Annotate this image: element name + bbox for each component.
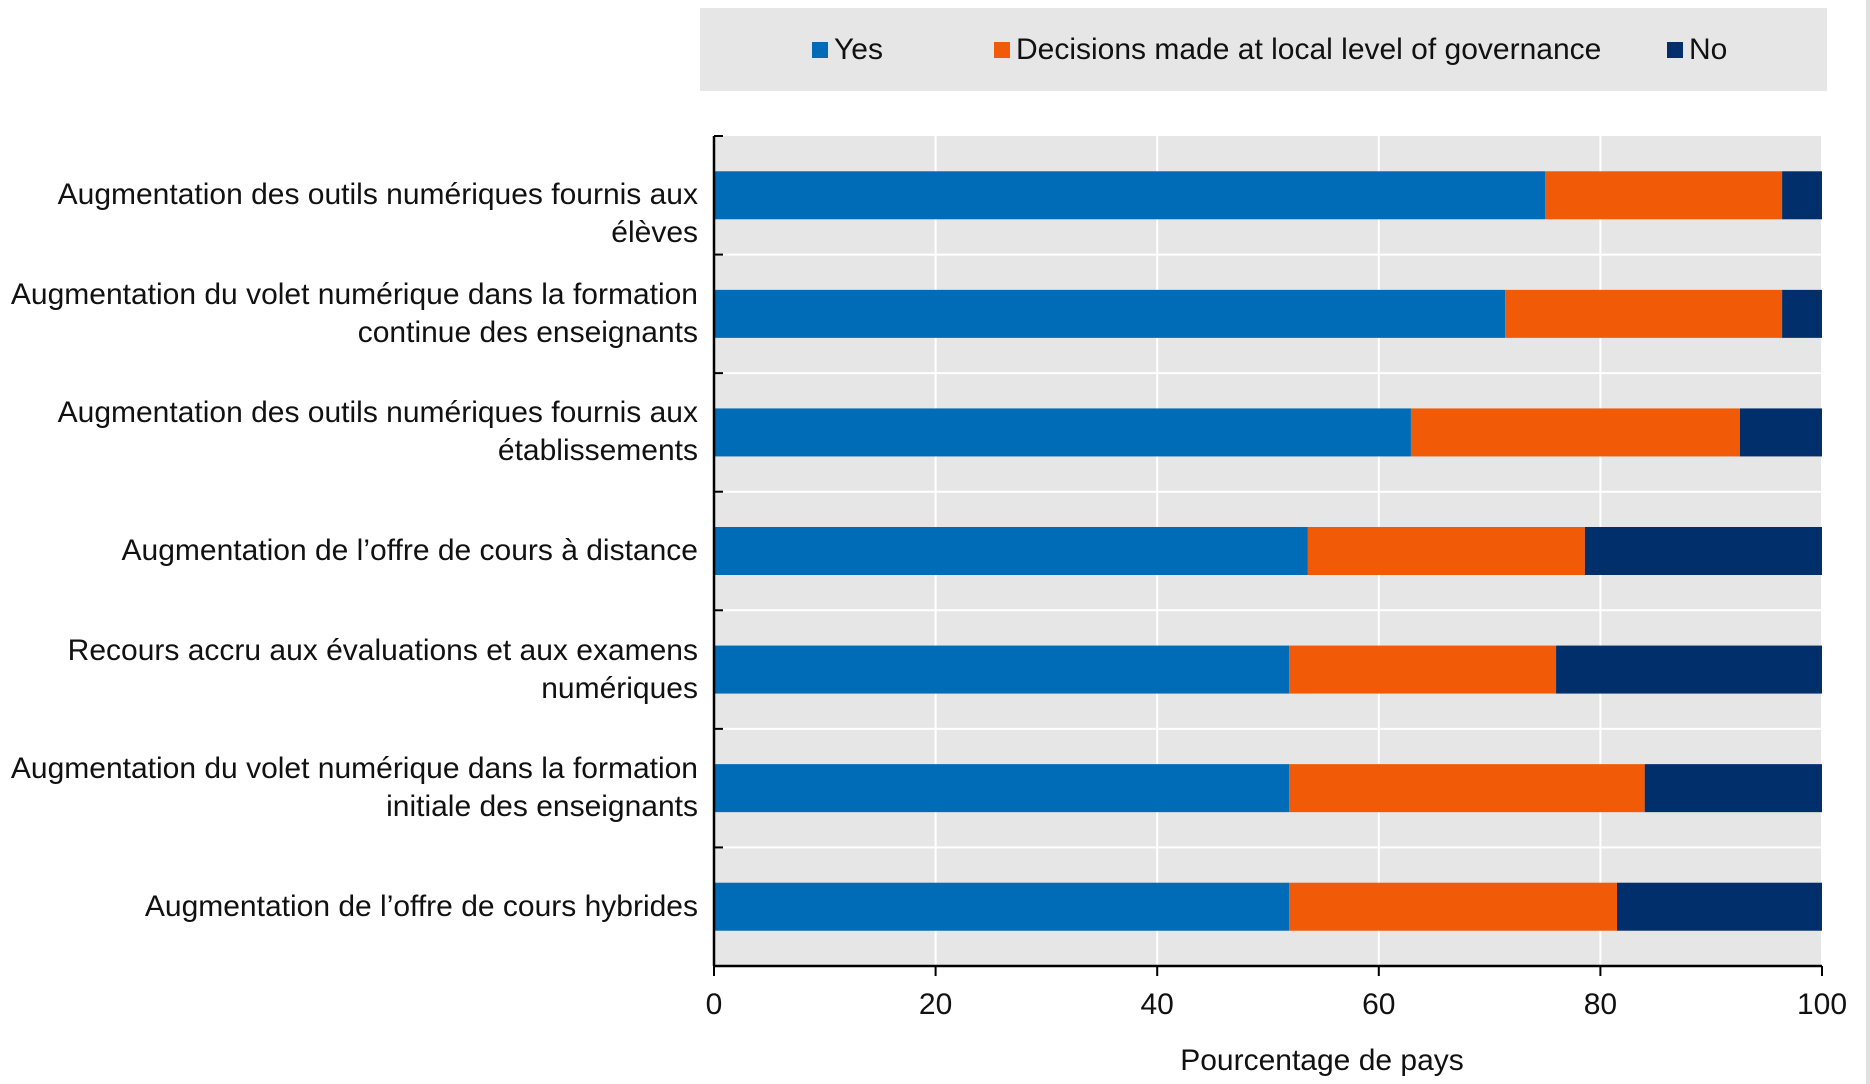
bar-local-2 — [1505, 289, 1783, 338]
legend-label-yes: Yes — [834, 32, 883, 66]
category-label-line: établissements — [497, 434, 698, 468]
x-tick-label-40: 40 — [1140, 988, 1174, 1021]
legend-label-no: No — [1689, 32, 1728, 66]
x-tick-label-0: 0 — [705, 988, 723, 1021]
bar-yes-3 — [714, 408, 1411, 457]
bar-no-4 — [1584, 527, 1822, 575]
category-label-7: Augmentation de l’offre de cours hybride… — [8, 888, 698, 926]
category-label-line: Augmentation des outils numériques fourn… — [57, 396, 698, 430]
bar-no-5 — [1556, 645, 1822, 694]
category-label-line: numériques — [541, 671, 698, 705]
x-tick-label-20: 20 — [918, 988, 953, 1021]
legend-label-local: Decisions made at local level of governa… — [1016, 32, 1602, 66]
legend: Yes Decisions made at local level of gov… — [700, 8, 1827, 91]
bar-local-7 — [1289, 882, 1618, 931]
x-tick-label-60: 60 — [1362, 988, 1396, 1021]
legend-item-yes: Yes — [812, 8, 883, 91]
bar-yes-5 — [714, 645, 1290, 694]
category-label-line: Recours accru aux évaluations et aux exa… — [67, 633, 698, 667]
category-label-line: Augmentation du volet numérique dans la … — [10, 277, 698, 311]
category-label-line: Augmentation du volet numérique dans la … — [10, 752, 698, 786]
bar-yes-2 — [714, 289, 1506, 338]
category-label-line: continue des enseignants — [357, 315, 698, 349]
category-label-line: Augmentation des outils numériques fourn… — [57, 178, 698, 250]
legend-swatch-yes — [812, 41, 828, 58]
bar-yes-7 — [714, 882, 1290, 931]
bar-local-3 — [1410, 408, 1741, 457]
category-label-line: Augmentation de l’offre de cours hybride… — [144, 889, 698, 923]
bar-yes-4 — [714, 527, 1308, 575]
legend-item-no: No — [1667, 8, 1727, 91]
bar-no-6 — [1644, 764, 1822, 813]
legend-swatch-local — [994, 41, 1010, 58]
bar-local-1 — [1545, 171, 1783, 220]
bar-local-6 — [1289, 764, 1645, 813]
bar-no-1 — [1782, 171, 1822, 220]
category-label-2: Augmentation du volet numérique dans la … — [8, 276, 698, 352]
page-edge — [1866, 0, 1870, 1084]
bar-no-2 — [1782, 289, 1822, 338]
category-label-3: Augmentation des outils numériques fourn… — [8, 394, 698, 470]
category-label-5: Recours accru aux évaluations et aux exa… — [8, 632, 698, 708]
category-label-6: Augmentation du volet numérique dans la … — [8, 750, 698, 826]
bar-no-3 — [1740, 408, 1822, 457]
bar-local-5 — [1289, 645, 1557, 694]
legend-item-local: Decisions made at local level of governa… — [994, 8, 1601, 91]
x-axis-title: Pourcentage de pays — [1180, 1044, 1464, 1077]
category-label-line: initiale des enseignants — [386, 790, 698, 824]
x-tick-label-100: 100 — [1796, 988, 1848, 1021]
bar-yes-1 — [714, 171, 1545, 220]
bar-local-4 — [1307, 527, 1585, 575]
x-tick-label-80: 80 — [1583, 988, 1618, 1021]
bar-no-7 — [1617, 882, 1822, 931]
legend-swatch-no — [1667, 41, 1683, 58]
category-label-1: Augmentation des outils numériques fourn… — [8, 176, 698, 252]
bar-yes-6 — [714, 764, 1290, 813]
category-label-4: Augmentation de l’offre de cours à dista… — [8, 532, 698, 570]
category-label-line: Augmentation de l’offre de cours à dista… — [121, 534, 698, 567]
